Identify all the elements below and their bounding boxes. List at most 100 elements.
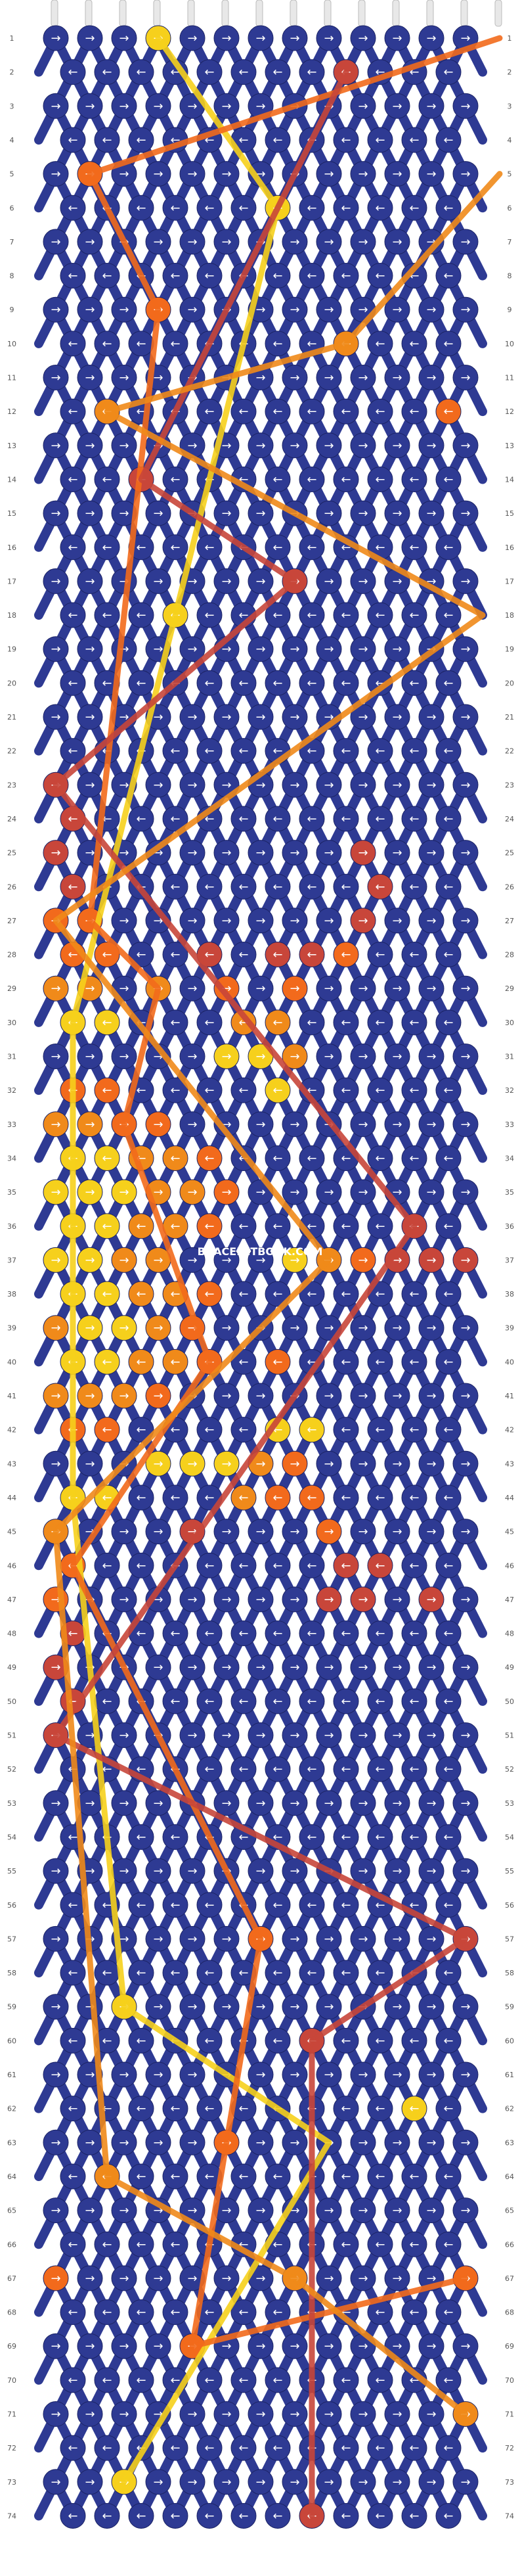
arrow-right-icon: → (426, 1457, 436, 1471)
row-label-left: 23 (7, 781, 16, 789)
arrow-right-icon: → (153, 1525, 163, 1539)
arrow-right-icon: → (51, 1661, 60, 1674)
arrow-left-icon: ← (136, 1966, 146, 1980)
arrow-left-icon: ← (238, 2441, 248, 2455)
arrow-left-icon: ← (272, 880, 282, 894)
knot: → (350, 1383, 376, 1409)
knot: → (111, 2265, 137, 2291)
arrow-left-icon: ← (375, 2509, 385, 2523)
row-label-right: 43 (505, 1460, 514, 1468)
knot: → (111, 1858, 137, 1884)
knot: → (248, 1858, 274, 1884)
knot: → (248, 25, 274, 51)
arrow-left-icon: ← (272, 1491, 282, 1505)
arrow-right-icon: → (255, 1525, 265, 1539)
knot: ← (265, 2027, 291, 2054)
knot: ← (94, 534, 120, 561)
arrow-right-icon: → (392, 1322, 402, 1335)
arrow-right-icon: → (358, 982, 368, 996)
arrow-right-icon: → (221, 1593, 231, 1607)
arrow-left-icon: ← (341, 1695, 351, 1709)
arrow-left-icon: ← (341, 1423, 351, 1437)
knot: → (179, 704, 206, 730)
knot: → (316, 500, 342, 526)
knot: → (248, 975, 274, 1001)
arrow-left-icon: ← (102, 1220, 112, 1233)
arrow-left-icon: ← (272, 2374, 282, 2387)
arrow-right-icon: → (51, 982, 60, 996)
arrow-left-icon: ← (204, 1966, 214, 1980)
knot: → (179, 2401, 206, 2427)
knot: ← (299, 195, 325, 221)
row-label-right: 5 (508, 170, 512, 179)
knot: ← (162, 2435, 188, 2461)
knot: → (418, 704, 444, 730)
knot: → (111, 1586, 137, 1613)
knot: → (316, 2333, 342, 2359)
knot: → (77, 1450, 103, 1477)
arrow-right-icon: → (187, 32, 197, 45)
arrow-right-icon: → (119, 1525, 129, 1539)
knot: ← (333, 1824, 359, 1850)
arrow-right-icon: → (460, 168, 470, 181)
knot: → (350, 432, 376, 459)
knot: → (43, 1315, 69, 1341)
arrow-right-icon: → (426, 168, 436, 181)
arrow-right-icon: → (153, 168, 163, 181)
row-label-left: 46 (7, 1561, 16, 1570)
row-label-left: 18 (7, 611, 16, 620)
knot: ← (196, 2027, 223, 2054)
arrow-right-icon: → (119, 2272, 129, 2286)
knot: → (418, 1586, 444, 1613)
arrow-right-icon: → (426, 778, 436, 792)
arrow-right-icon: → (358, 99, 368, 113)
arrow-left-icon: ← (443, 1627, 453, 1641)
knot: ← (401, 2231, 427, 2257)
knot: ← (265, 670, 291, 696)
knot: → (350, 771, 376, 798)
row-label-right: 37 (505, 1256, 514, 1264)
row-label-right: 74 (505, 2512, 514, 2520)
arrow-right-icon: → (255, 1118, 265, 1132)
arrow-right-icon: → (358, 2272, 368, 2286)
arrow-right-icon: → (221, 846, 231, 860)
row-label-right: 32 (505, 1086, 514, 1095)
knot: → (282, 1179, 308, 1205)
arrow-left-icon: ← (341, 2170, 351, 2184)
knot: ← (333, 263, 359, 289)
knot: → (418, 2401, 444, 2427)
arrow-right-icon: → (460, 710, 470, 724)
knot: ← (401, 602, 427, 628)
arrow-right-icon: → (51, 235, 60, 249)
knot: → (145, 1111, 171, 1138)
knot: ← (60, 534, 86, 561)
knot: → (418, 2197, 444, 2224)
row-label-right: 67 (505, 2274, 514, 2283)
knot: → (316, 568, 342, 594)
row-label-right: 47 (505, 1596, 514, 1604)
knot: ← (265, 534, 291, 561)
arrow-right-icon: → (358, 1253, 368, 1267)
arrow-right-icon: → (119, 2136, 129, 2150)
knot: → (452, 840, 479, 866)
arrow-right-icon: → (119, 1864, 129, 1878)
knot: → (418, 975, 444, 1001)
knot: → (179, 840, 206, 866)
arrow-right-icon: → (358, 1932, 368, 1946)
knot: ← (435, 1824, 462, 1850)
arrow-right-icon: → (221, 2408, 231, 2422)
row-label-left: 15 (7, 509, 16, 518)
knot: ← (333, 1009, 359, 1036)
knot: → (316, 161, 342, 187)
knot: → (77, 229, 103, 255)
knot: → (77, 365, 103, 390)
arrow-right-icon: → (119, 32, 129, 45)
knot: → (350, 161, 376, 187)
arrow-left-icon: ← (68, 269, 77, 283)
arrow-left-icon: ← (375, 472, 385, 486)
site-watermark: BRACELETBOOK.COM (198, 1245, 323, 1258)
knot: → (248, 704, 274, 730)
arrow-left-icon: ← (443, 1559, 453, 1573)
arrow-right-icon: → (187, 1253, 197, 1267)
arrow-right-icon: → (119, 1185, 129, 1199)
